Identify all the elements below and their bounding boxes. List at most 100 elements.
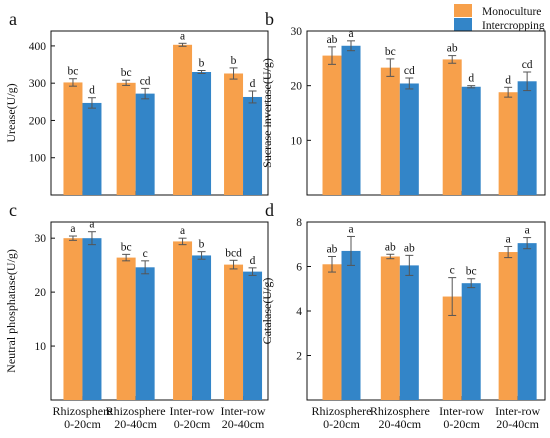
significance-label: a [525,225,530,237]
panel-c: c 10 20 30 Neutral phosphatase(U/g) a a Rhizosp… [4,200,269,431]
plot-frame [50,30,269,196]
significance-label: bc [121,67,132,79]
y-tick-label: 8 [296,217,302,229]
category-label: Rhizosphere [106,404,166,418]
significance-label: a [89,219,94,231]
significance-label: d [250,78,256,90]
significance-label: ab [447,43,458,55]
significance-label: a [348,223,353,235]
bar-intercropping [517,81,537,195]
bar-intercropping [135,93,155,195]
y-tick-label: 2 [296,351,302,363]
panel-letter: d [265,200,274,220]
panel-letter: b [265,9,274,29]
significance-label: d [468,73,474,85]
significance-label: b [199,239,205,251]
significance-label: d [505,74,511,86]
bar-intercropping [341,45,361,196]
category-label: Inter-row [439,404,484,418]
category-label: Inter-row [221,404,266,418]
bar-monoculture [322,264,342,400]
plot-frame [50,221,269,401]
y-tick-label: 100 [29,153,47,165]
category-label: 20-40cm [222,417,265,431]
plot-frame [306,30,546,196]
bar-intercropping [243,271,263,400]
y-tick-label: 10 [35,341,47,353]
bar-monoculture [498,252,518,400]
bar-intercropping [461,86,481,195]
bar-monoculture [224,264,244,400]
y-axis-label: Sucrase invertase(U/g) [260,58,274,168]
significance-label: cd [404,65,415,77]
category-label: Inter-row [495,404,540,418]
bar-intercropping [399,83,419,195]
bar-monoculture [63,82,83,195]
panel-d: d2468Catalase(U/g)abaRhizosphere0-20cmab… [260,200,546,431]
bar-intercropping [192,255,212,400]
significance-label: ab [327,243,338,255]
bar-intercropping [192,72,212,195]
significance-label: bc [385,46,396,58]
legend-label-intercropping: Intercropping [482,20,545,32]
bar-monoculture [116,257,136,400]
significance-label: ab [385,241,396,253]
category-label: Rhizosphere [52,404,112,418]
bar-intercropping [399,265,419,400]
significance-label: a [70,223,75,235]
significance-label: d [250,255,256,267]
legend: Monoculture Intercropping [454,4,545,32]
category-label: 20-40cm [378,417,421,431]
category-label: 20-40cm [496,417,539,431]
y-tick-label: 400 [29,41,47,53]
category-label: Rhizosphere [370,404,430,418]
panel-letter: c [9,200,17,220]
y-tick-label: 20 [35,287,47,299]
significance-label: bc [68,66,79,78]
bar-monoculture [380,67,400,195]
bar-monoculture [173,44,193,195]
category-label: 0-20cm [174,417,211,431]
y-tick-label: 6 [296,262,302,274]
legend-swatch-intercropping [454,18,472,31]
category-label: Inter-row [170,404,215,418]
significance-label: a [506,233,511,245]
bar-intercropping [243,96,263,195]
bar-monoculture [224,73,244,195]
bar-monoculture [498,92,518,195]
y-tick-label: 300 [29,78,47,90]
significance-label: c [143,248,148,260]
legend-label-monoculture: Monoculture [482,6,541,18]
bar-monoculture [442,296,462,400]
significance-label: b [199,58,205,70]
significance-label: c [450,265,455,277]
bar-intercropping [82,102,102,195]
panel-letter: a [9,9,17,29]
significance-label: bcd [225,247,242,259]
y-axis-label: Neutral phosphatase(U/g) [4,249,18,373]
y-tick-label: 30 [35,233,47,245]
category-label: 0-20cm [64,417,101,431]
significance-label: cd [140,75,151,87]
category-label: 0-20cm [323,417,360,431]
category-label: Rhizosphere [312,404,372,418]
bar-monoculture [63,238,83,400]
significance-label: d [89,85,95,97]
category-label: 20-40cm [114,417,157,431]
bar-monoculture [442,59,462,195]
bar-monoculture [116,82,136,195]
y-tick-label: 4 [296,306,302,318]
significance-label: bc [121,241,132,253]
significance-label: bc [466,266,477,278]
significance-label: a [180,30,185,42]
y-tick-label: 10 [291,135,303,147]
y-tick-label: 20 [291,81,303,93]
significance-label: ab [404,242,415,254]
bar-intercropping [135,267,155,400]
y-tick-label: 30 [291,26,303,38]
significance-label: cd [522,59,533,71]
bar-monoculture [380,256,400,400]
